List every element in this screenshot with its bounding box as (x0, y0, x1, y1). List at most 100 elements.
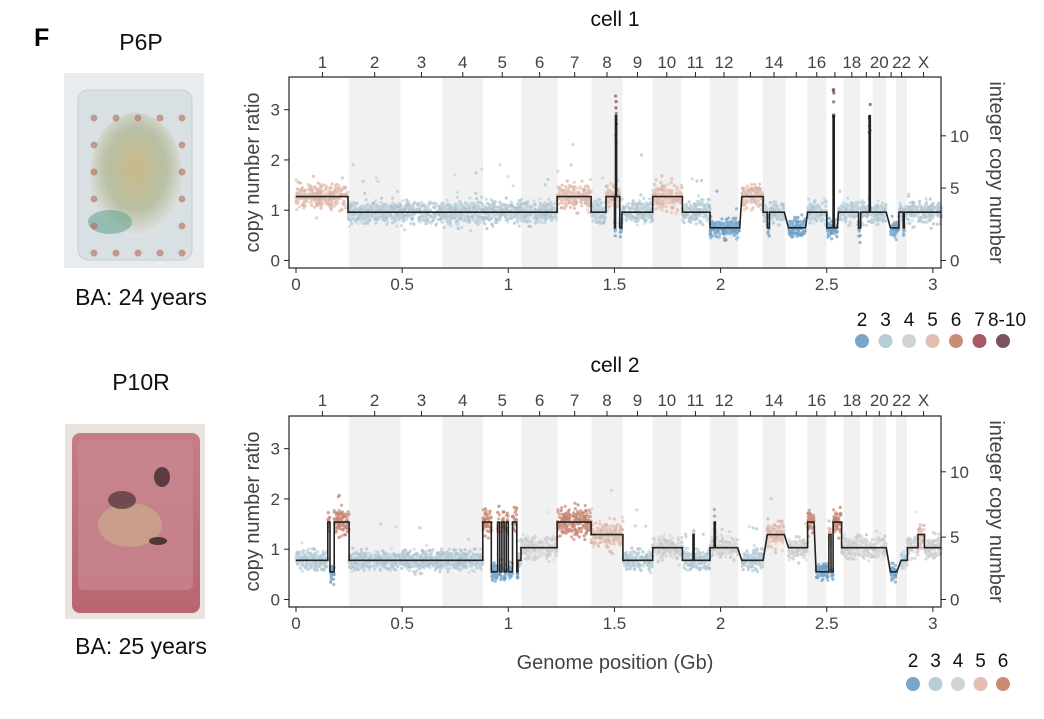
data-point (665, 205, 668, 208)
data-point (470, 555, 473, 558)
data-point (599, 222, 602, 225)
data-point (359, 208, 362, 211)
plot-title: cell 2 (590, 354, 639, 377)
data-point (727, 222, 730, 225)
data-point (566, 179, 569, 182)
data-point (661, 184, 664, 187)
data-point (593, 208, 596, 211)
y-tick-label: 3 (271, 101, 280, 120)
data-point (342, 186, 345, 189)
dish-well-dot (113, 250, 120, 257)
data-point (304, 189, 307, 192)
data-point (881, 201, 884, 204)
data-point (467, 219, 470, 222)
chromosome-shade (442, 416, 483, 607)
data-point (412, 570, 415, 573)
data-point (344, 533, 347, 536)
data-point (429, 566, 432, 569)
data-point (809, 202, 812, 205)
data-point (681, 219, 684, 222)
data-point (872, 209, 875, 212)
data-point (403, 228, 406, 231)
data-point (753, 183, 756, 186)
data-point (635, 217, 638, 220)
data-point (607, 188, 610, 191)
data-point (360, 222, 363, 225)
data-point (344, 513, 347, 516)
data-point (468, 196, 471, 199)
data-point (320, 556, 323, 559)
data-point (658, 201, 661, 204)
x-tick-label: 3 (928, 275, 937, 294)
data-point (758, 203, 761, 206)
data-point (482, 208, 485, 211)
data-point (844, 220, 847, 223)
data-point (653, 183, 656, 186)
data-point (453, 174, 456, 177)
data-point (731, 220, 734, 223)
data-point (688, 207, 691, 210)
data-point (313, 206, 316, 209)
dish-well-dot (91, 169, 98, 176)
data-point (448, 548, 451, 551)
data-point (485, 227, 488, 230)
data-point (643, 222, 646, 225)
data-point (311, 192, 314, 195)
data-point (849, 221, 852, 224)
data-point (838, 190, 841, 193)
data-point (350, 216, 353, 219)
x-tick-label: 1.5 (603, 275, 627, 294)
data-point (668, 198, 671, 201)
data-point (514, 215, 517, 218)
data-point (400, 567, 403, 570)
data-point (657, 197, 660, 200)
data-point (368, 219, 371, 222)
data-point (334, 201, 337, 204)
data-point (421, 217, 424, 220)
data-point (830, 237, 833, 240)
data-point (620, 198, 623, 201)
data-point (326, 191, 329, 194)
data-point (673, 203, 676, 206)
data-point (409, 222, 412, 225)
data-point (923, 204, 926, 207)
data-point (676, 208, 679, 211)
y-axis-label: copy number ratio (242, 92, 264, 252)
data-point (904, 205, 907, 208)
data-point (385, 208, 388, 211)
data-point (574, 200, 577, 203)
data-point (456, 191, 459, 194)
data-point (366, 552, 369, 555)
data-point (893, 236, 896, 239)
data-point (595, 219, 598, 222)
data-point (332, 578, 335, 581)
data-point (833, 229, 836, 232)
data-point (516, 221, 519, 224)
data-point (573, 181, 576, 184)
data-point (614, 106, 617, 109)
data-point (420, 204, 423, 207)
data-point (851, 214, 854, 217)
data-point (721, 229, 724, 232)
data-point (615, 112, 618, 115)
data-point (648, 197, 651, 200)
data-point (846, 196, 849, 199)
data-point (309, 566, 312, 569)
data-point (820, 219, 823, 222)
data-point (338, 494, 341, 497)
data-point (598, 217, 601, 220)
data-point (586, 208, 589, 211)
data-point (310, 188, 313, 191)
data-point (874, 214, 877, 217)
data-point (865, 224, 868, 227)
data-point (550, 203, 553, 206)
data-point (899, 206, 902, 209)
data-point (916, 206, 919, 209)
data-point (562, 192, 565, 195)
data-point (918, 219, 921, 222)
data-point (716, 223, 719, 226)
y-tick-label: 0 (271, 251, 280, 270)
data-point (492, 204, 495, 207)
data-point (457, 567, 460, 570)
data-point (304, 567, 307, 570)
